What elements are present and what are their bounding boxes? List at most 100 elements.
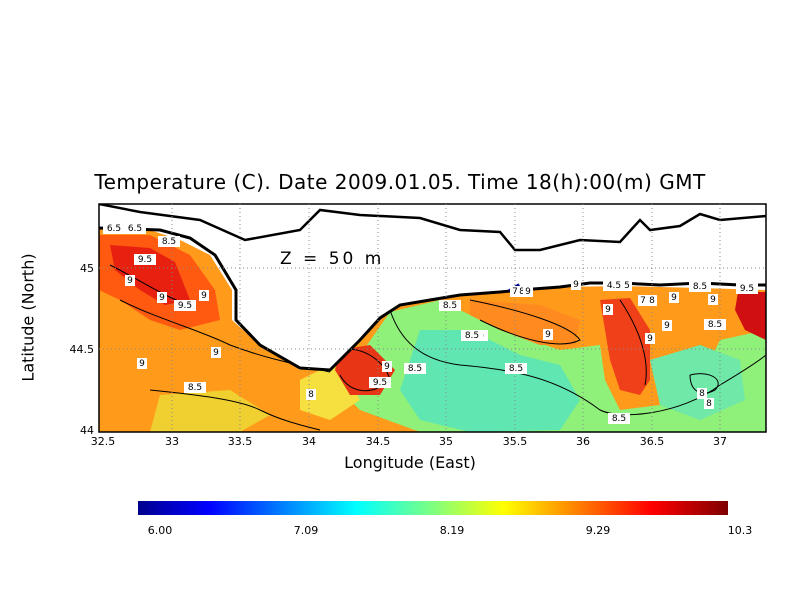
contour-label-bg [669, 292, 679, 303]
contour-label: 7 [640, 296, 646, 306]
contour-label-bg [157, 292, 167, 303]
contour-label: 9 [201, 291, 207, 301]
contour-label-bg [184, 382, 206, 393]
contour-label: 8.5 [509, 364, 523, 374]
x-tick-label: 34 [302, 435, 316, 448]
contour-label-bg [647, 295, 657, 306]
contour-label-bg [523, 286, 533, 297]
x-tick-label: 37 [713, 435, 727, 448]
contour-label: 9 [384, 362, 390, 372]
contour-label-bg [645, 333, 655, 344]
contour-label-bg [622, 280, 632, 291]
contour-label-bg [662, 320, 672, 331]
warm-west-core [110, 245, 190, 305]
contour-label-bg [505, 363, 527, 374]
colorbar-tick-label: 10.3 [728, 524, 753, 537]
contour-label-bg [158, 236, 180, 247]
contour-label-bg [708, 294, 718, 305]
x-tick-label: 36.5 [640, 435, 665, 448]
contour-label-bg [369, 377, 391, 388]
contour-label: 7 [512, 287, 518, 297]
contour-label: 9 [605, 305, 611, 315]
contour-label: 8.5 [612, 414, 626, 424]
contour-label: 8.5 [443, 301, 457, 311]
x-axis: 32.5 33 33.5 34 34.5 35 35.5 36 36.5 37 [91, 435, 727, 448]
contour-label: 9 [213, 348, 219, 358]
contour-label: 9 [525, 287, 531, 297]
y-tick-label: 44.5 [70, 343, 95, 356]
x-tick-label: 35 [439, 435, 453, 448]
x-axis-label: Longitude (East) [344, 453, 476, 472]
colorbar-tick-label: 8.19 [440, 524, 465, 537]
contour-label-bg [404, 363, 426, 374]
contour-label-bg [439, 300, 461, 311]
contour-label: 8 [706, 399, 712, 409]
contour-label-bg [571, 279, 581, 290]
contour-label-bg [124, 223, 146, 234]
contour-label-bg [736, 283, 758, 294]
chart-title: Temperature (C). Date 2009.01.05. Time 1… [94, 170, 706, 194]
x-tick-label: 36 [576, 435, 590, 448]
x-tick-label: 35.5 [503, 435, 528, 448]
colorbar-tick-label: 7.09 [294, 524, 319, 537]
contour-label-bg [638, 295, 648, 306]
contour-label: 8.5 [708, 320, 722, 330]
depth-annotation: Z = 50 m [280, 249, 384, 269]
contour-label-bg [137, 358, 147, 369]
contour-label-bg [510, 286, 520, 297]
contour-label: 8.5 [188, 383, 202, 393]
contour-label: 9 [664, 321, 670, 331]
contour-labels: 6.56.59.5999.59998.5899.58.58.58.5978994… [103, 223, 758, 424]
contour-label-bg [199, 290, 209, 301]
contour-label-bg [603, 280, 625, 291]
contour-label-bg [134, 254, 156, 265]
x-tick-label: 33.5 [228, 435, 253, 448]
y-tick-label: 45 [80, 262, 94, 275]
colorbar-tick-label: 9.29 [586, 524, 611, 537]
contour-label: 9 [671, 293, 677, 303]
contour-label: 8.5 [465, 331, 479, 341]
contour-label: 9 [139, 359, 145, 369]
contour-label: 6.5 [107, 224, 121, 234]
y-tick-label: 44 [80, 424, 94, 437]
contour-label: 8 [519, 287, 525, 297]
warm-east [735, 292, 766, 340]
contour-label: 8.5 [693, 282, 707, 292]
contour-label: 8.5 [162, 237, 176, 247]
contour-label: 8.5 [408, 364, 422, 374]
contour-label-bg [603, 304, 613, 315]
x-tick-label: 32.5 [91, 435, 116, 448]
contour-label: 8 [308, 390, 314, 400]
contour-lines [109, 264, 766, 431]
colorbar-ticks: 6.00 7.09 8.19 9.29 10.3 [148, 524, 753, 537]
contour-label: 9.5 [138, 255, 152, 265]
temperature-field [99, 204, 766, 432]
contour-label-bg [704, 319, 726, 330]
contour-label: 9 [573, 280, 579, 290]
contour-label-bg [608, 413, 630, 424]
contour-label: 6.5 [128, 224, 142, 234]
contour-label: 9.5 [740, 284, 754, 294]
cool-core-2 [400, 330, 580, 432]
contour-label-bg [174, 300, 196, 311]
contour-label-bg [382, 361, 392, 372]
contour-label: 9 [159, 293, 165, 303]
x-tick-label: 34.5 [366, 435, 391, 448]
warm-plume [600, 298, 650, 395]
cool-core-3 [650, 345, 745, 420]
contour-label-bg [543, 329, 553, 340]
contour-label: 9 [710, 295, 716, 305]
colorbar [138, 501, 728, 515]
contour-label-bg [125, 275, 135, 286]
x-tick-label: 33 [165, 435, 179, 448]
contour-label: 9.5 [178, 301, 192, 311]
contour-label: 4.5 [607, 281, 621, 291]
contour-label-bg [461, 330, 483, 341]
contour-label-bg [704, 398, 714, 409]
y-axis: 45 44.5 44 [70, 262, 95, 437]
contour-label: 9 [127, 276, 133, 286]
contour-label: 9 [545, 330, 551, 340]
contour-label: 5 [624, 281, 630, 291]
plot-frame [98, 203, 767, 433]
